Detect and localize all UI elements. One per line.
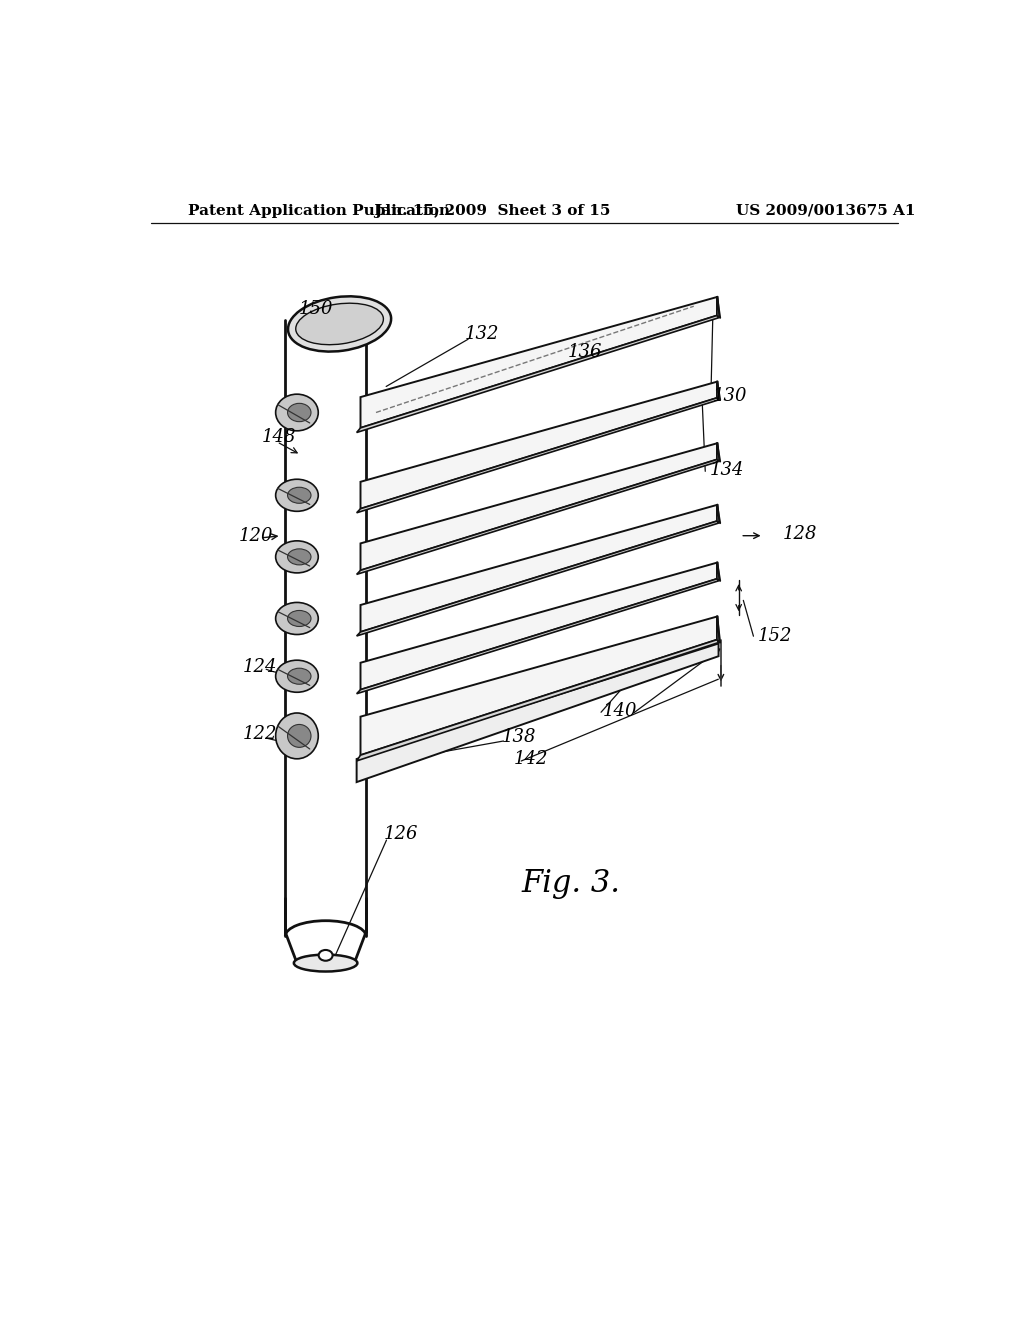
Polygon shape (717, 562, 719, 581)
Text: 124: 124 (243, 657, 278, 676)
Text: 128: 128 (783, 525, 817, 543)
Ellipse shape (294, 954, 357, 972)
Text: 132: 132 (465, 325, 500, 343)
Polygon shape (360, 562, 717, 689)
Polygon shape (717, 444, 719, 462)
Ellipse shape (288, 668, 311, 684)
Text: 152: 152 (758, 627, 792, 644)
Text: Patent Application Publication: Patent Application Publication (188, 203, 451, 218)
Ellipse shape (275, 602, 318, 635)
Text: 148: 148 (261, 428, 296, 446)
Ellipse shape (288, 549, 311, 565)
Text: 130: 130 (713, 387, 748, 404)
Text: 138: 138 (502, 729, 536, 746)
Text: Fig. 3.: Fig. 3. (522, 869, 621, 899)
Ellipse shape (288, 296, 391, 351)
Text: 150: 150 (299, 300, 333, 318)
Ellipse shape (288, 487, 311, 503)
Polygon shape (356, 578, 719, 694)
Polygon shape (356, 521, 719, 636)
Text: 142: 142 (514, 750, 549, 768)
Text: 120: 120 (239, 527, 273, 545)
Ellipse shape (275, 541, 318, 573)
Polygon shape (717, 297, 719, 318)
Text: 126: 126 (384, 825, 418, 843)
Text: US 2009/0013675 A1: US 2009/0013675 A1 (736, 203, 915, 218)
Polygon shape (717, 381, 719, 400)
Polygon shape (717, 616, 719, 643)
Polygon shape (360, 297, 717, 428)
Ellipse shape (275, 479, 318, 511)
Polygon shape (360, 506, 717, 632)
Polygon shape (717, 506, 719, 523)
Ellipse shape (296, 304, 383, 345)
Text: Jan. 15, 2009  Sheet 3 of 15: Jan. 15, 2009 Sheet 3 of 15 (374, 203, 610, 218)
Text: 134: 134 (710, 461, 743, 479)
Text: 140: 140 (602, 702, 637, 721)
Text: 136: 136 (568, 343, 603, 362)
Polygon shape (356, 315, 719, 433)
Ellipse shape (275, 713, 318, 759)
Ellipse shape (288, 404, 311, 421)
Polygon shape (360, 616, 717, 755)
Polygon shape (356, 397, 719, 512)
Polygon shape (360, 381, 717, 508)
Ellipse shape (318, 950, 333, 961)
Polygon shape (356, 459, 719, 574)
Polygon shape (360, 444, 717, 570)
Ellipse shape (275, 660, 318, 692)
Ellipse shape (288, 610, 311, 627)
Ellipse shape (288, 725, 311, 747)
Ellipse shape (275, 395, 318, 430)
Polygon shape (356, 640, 719, 760)
Polygon shape (356, 644, 719, 781)
Text: 122: 122 (243, 726, 278, 743)
